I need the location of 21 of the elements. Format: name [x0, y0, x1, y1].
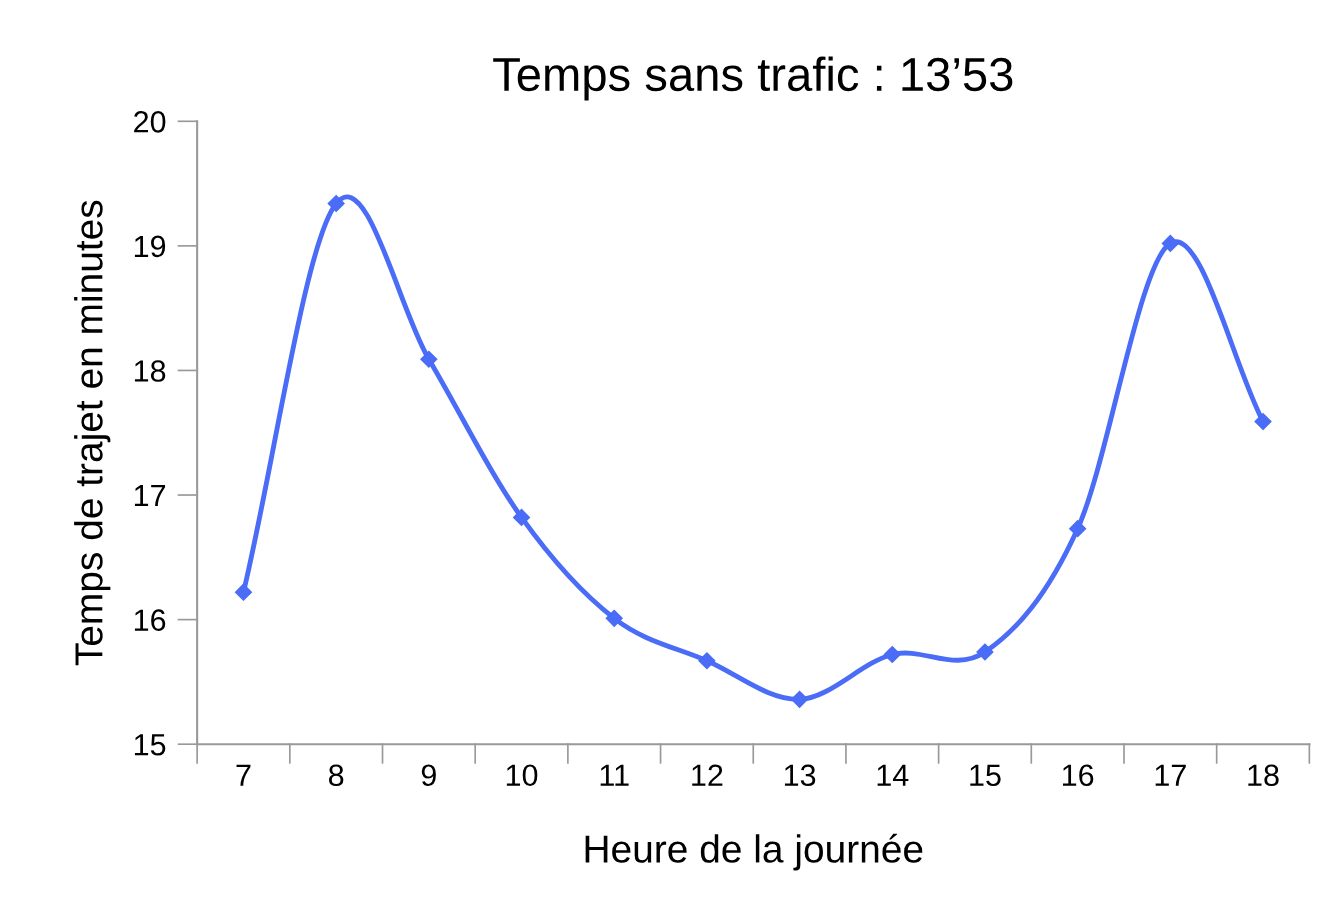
chart-title: Temps sans trafic : 13’53 — [493, 56, 1013, 101]
x-tick-label: 16 — [1062, 764, 1094, 787]
x-tick-label: 10 — [506, 764, 538, 787]
x-tick-label: 15 — [970, 764, 1001, 787]
y-axis-title: Temps de trajet en minutes — [74, 200, 111, 666]
x-tick-label: 17 — [1155, 764, 1186, 786]
y-tick-label: 20 — [134, 111, 166, 133]
x-tick-label: 9 — [421, 764, 436, 787]
y-tick-label: 17 — [134, 485, 166, 507]
y-tick-label: 15 — [134, 734, 166, 756]
x-axis-title: Heure de la journée — [585, 833, 923, 871]
y-tick-label: 16 — [134, 609, 166, 631]
x-tick-label: 11 — [600, 764, 629, 786]
y-tick-label: 19 — [134, 235, 166, 258]
x-tick-label: 13 — [784, 764, 816, 787]
x-tick-label: 8 — [328, 764, 344, 787]
x-tick-label: 18 — [1248, 764, 1279, 787]
x-tick-label: 12 — [692, 764, 723, 786]
x-tick-label: 14 — [877, 764, 909, 786]
x-tick-label: 7 — [236, 764, 251, 786]
y-tick-label: 18 — [134, 360, 166, 382]
